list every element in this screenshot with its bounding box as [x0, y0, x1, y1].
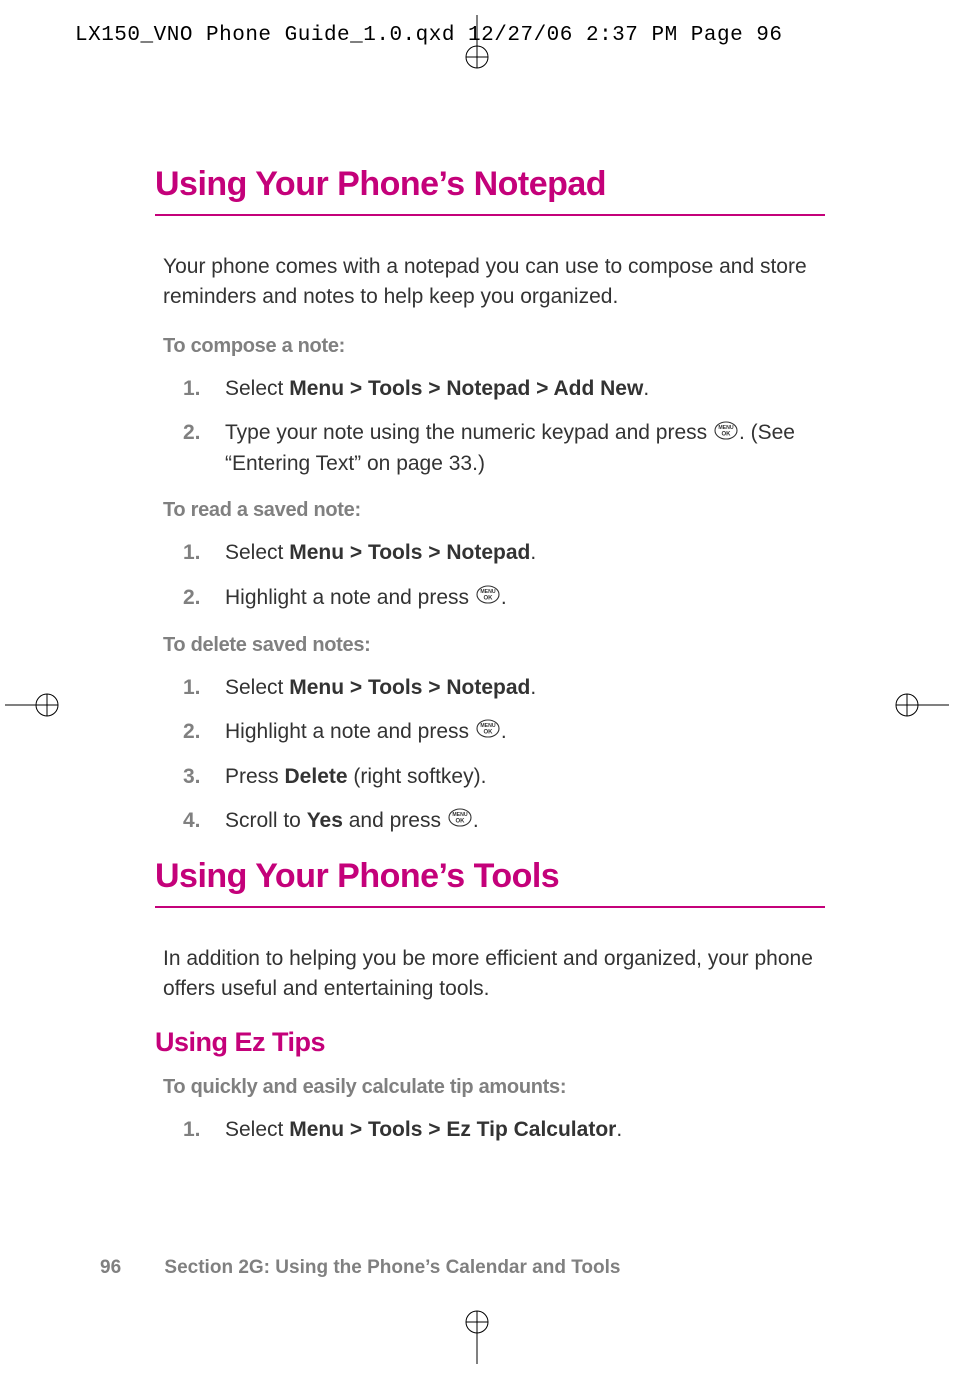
page-content: Using Your Phone’s Notepad Your phone co… — [155, 165, 825, 1165]
step-text: Scroll to Yes and press MENUOK. — [225, 809, 479, 832]
step-text: Type your note using the numeric keypad … — [225, 421, 795, 475]
crop-mark-right-icon — [894, 685, 949, 730]
step-number: 2. — [183, 583, 201, 613]
step-text: Select Menu > Tools > Ez Tip Calculator. — [225, 1118, 622, 1141]
crop-mark-bottom-icon — [457, 1309, 497, 1369]
print-header: LX150_VNO Phone Guide_1.0.qxd 12/27/06 2… — [75, 24, 783, 47]
list-item: 3. Press Delete (right softkey). — [183, 762, 825, 792]
svg-text:MENU: MENU — [452, 812, 468, 818]
read-note-label: To read a saved note: — [163, 499, 825, 522]
step-number: 2. — [183, 717, 201, 747]
step-text: Press Delete (right softkey). — [225, 765, 486, 788]
step-number: 4. — [183, 806, 201, 836]
tools-intro: In addition to helping you be more effic… — [163, 944, 825, 1005]
footer-section-label: Section 2G: Using the Phone’s Calendar a… — [164, 1257, 620, 1278]
step-number: 1. — [183, 673, 201, 703]
svg-text:MENU: MENU — [480, 723, 496, 729]
step-text: Select Menu > Tools > Notepad. — [225, 541, 536, 564]
step-text: Select Menu > Tools > Notepad > Add New. — [225, 377, 649, 400]
step-text: Highlight a note and press MENUOK. — [225, 586, 507, 609]
step-text: Highlight a note and press MENUOK. — [225, 720, 507, 743]
svg-text:OK: OK — [483, 730, 493, 736]
eztips-steps: 1. Select Menu > Tools > Ez Tip Calculato… — [183, 1115, 825, 1145]
list-item: 1. Select Menu > Tools > Notepad > Add Ne… — [183, 374, 825, 404]
list-item: 1. Select Menu > Tools > Ez Tip Calculato… — [183, 1115, 825, 1145]
svg-text:MENU: MENU — [718, 425, 734, 431]
eztips-heading: Using Ez Tips — [155, 1027, 825, 1058]
menu-ok-icon: MENUOK — [448, 806, 472, 836]
svg-text:OK: OK — [455, 819, 465, 825]
delete-notes-label: To delete saved notes: — [163, 634, 825, 657]
menu-ok-icon: MENUOK — [476, 583, 500, 613]
eztips-label: To quickly and easily calculate tip amou… — [163, 1076, 825, 1099]
read-steps: 1. Select Menu > Tools > Notepad. 2. Highli… — [183, 538, 825, 613]
svg-text:OK: OK — [483, 596, 493, 602]
section-heading-notepad: Using Your Phone’s Notepad — [155, 165, 825, 216]
svg-text:OK: OK — [721, 431, 731, 437]
compose-note-label: To compose a note: — [163, 335, 825, 358]
list-item: 4. Scroll to Yes and press MENUOK. — [183, 806, 825, 837]
list-item: 2. Highlight a note and press MENUOK. — [183, 583, 825, 614]
list-item: 2. Type your note using the numeric keypa… — [183, 418, 825, 479]
step-number: 1. — [183, 1115, 201, 1145]
step-number: 1. — [183, 538, 201, 568]
crop-mark-left-icon — [5, 685, 60, 730]
delete-steps: 1. Select Menu > Tools > Notepad. 2. Highli… — [183, 673, 825, 837]
menu-ok-icon: MENUOK — [714, 419, 738, 449]
compose-steps: 1. Select Menu > Tools > Notepad > Add Ne… — [183, 374, 825, 480]
notepad-intro: Your phone comes with a notepad you can … — [163, 252, 825, 313]
page-footer: 96 Section 2G: Using the Phone’s Calenda… — [100, 1257, 621, 1279]
list-item: 1. Select Menu > Tools > Notepad. — [183, 538, 825, 568]
svg-text:MENU: MENU — [480, 589, 496, 595]
list-item: 2. Highlight a note and press MENUOK. — [183, 717, 825, 748]
crop-mark-top-icon — [457, 15, 497, 75]
step-number: 3. — [183, 762, 201, 792]
step-number: 1. — [183, 374, 201, 404]
section-heading-tools: Using Your Phone’s Tools — [155, 857, 825, 908]
page-number: 96 — [100, 1257, 121, 1278]
step-text: Select Menu > Tools > Notepad. — [225, 676, 536, 699]
menu-ok-icon: MENUOK — [476, 717, 500, 747]
step-number: 2. — [183, 418, 201, 448]
list-item: 1. Select Menu > Tools > Notepad. — [183, 673, 825, 703]
